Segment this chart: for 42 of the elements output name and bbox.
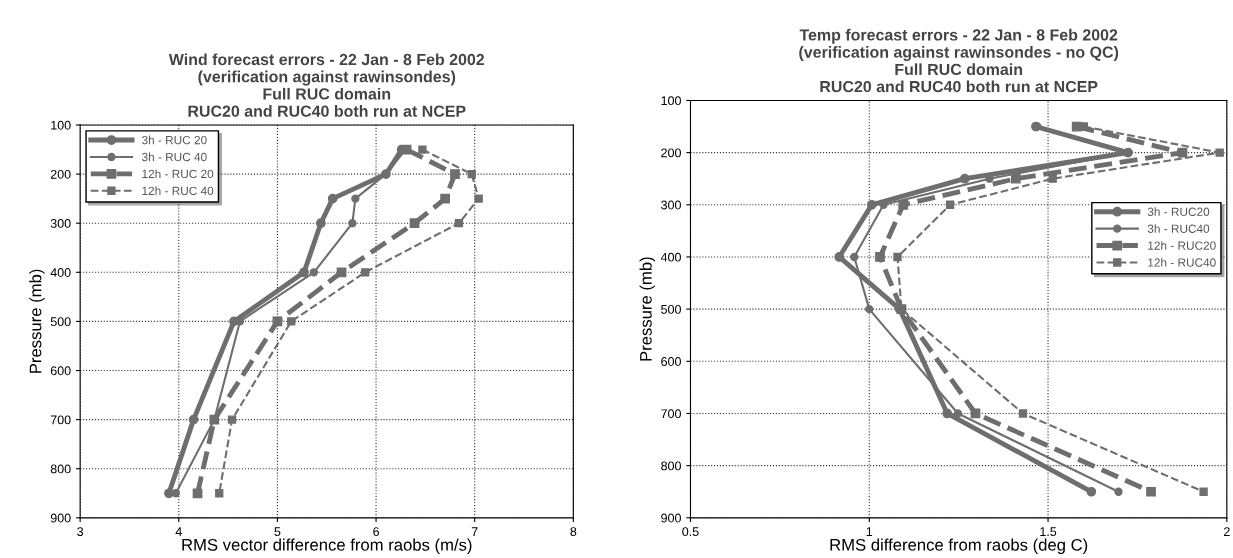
y-tick-label: 500 — [50, 317, 71, 327]
x-tick-label: 0.5 — [682, 527, 699, 537]
legend-label: 12h - RUC40 — [1148, 258, 1216, 267]
y-tick-label: 700 — [661, 409, 681, 419]
y-axis-title: Pressure (mb) — [29, 269, 45, 373]
x-tick-label: 7 — [471, 527, 478, 536]
y-tick-label: 900 — [50, 513, 71, 523]
x-tick-label: 3 — [77, 527, 84, 537]
x-tick-label: 8 — [570, 527, 577, 537]
y-tick-label: 700 — [50, 415, 71, 425]
y-tick-label: 800 — [661, 461, 681, 471]
chart-title: Temp forecast errors - 22 Jan - 8 Feb 2002 (verification against rawinsondes - no QC) Full RUC domain RUC20 and RUC40 both run at NCEP — [799, 28, 1119, 93]
y-tick-label: 400 — [50, 268, 71, 277]
legend-label: 3h - RUC40 — [1147, 224, 1210, 233]
x-tick-label: 1 — [866, 527, 873, 536]
y-tick-label: 600 — [50, 366, 71, 376]
x-tick-label: 4 — [175, 527, 182, 536]
y-tick-label: 100 — [661, 96, 681, 106]
y-tick-label: 300 — [50, 219, 71, 228]
x-tick-label: 5 — [274, 527, 281, 537]
y-axis-title: Pressure (mb) — [639, 257, 656, 361]
legend-label: 3h - RUC 20 — [141, 135, 207, 145]
legend-label: 12h - RUC20 — [1148, 241, 1216, 250]
legend-label: 12h - RUC 40 — [142, 186, 214, 196]
y-tick-label: 600 — [661, 357, 681, 366]
y-tick-label: 900 — [661, 513, 681, 523]
x-tick-label: 6 — [373, 527, 379, 537]
y-tick-label: 400 — [660, 252, 681, 262]
x-tick-label: 1.5 — [1040, 527, 1057, 537]
y-tick-label: 500 — [661, 304, 681, 314]
legend-label: 12h - RUC 20 — [142, 169, 214, 179]
x-axis-title: RMS vector difference from raobs (m/s) — [182, 538, 472, 555]
legend-label: 3h - RUC 40 — [141, 152, 207, 162]
x-tick-label: 2 — [1223, 527, 1230, 536]
chart-title: Wind forecast errors - 22 Jan - 8 Feb 2002 (verification against rawinsondes) Full RUC domain RUC20 and RUC40 both run at NCEP — [168, 53, 485, 117]
y-tick-label: 300 — [661, 200, 681, 210]
y-tick-label: 100 — [51, 120, 71, 130]
y-tick-label: 200 — [50, 169, 71, 179]
legend-label: 3h - RUC20 — [1147, 207, 1210, 216]
y-tick-label: 800 — [50, 464, 71, 474]
x-axis-title: RMS difference from raobs (deg C) — [830, 538, 1088, 555]
y-tick-label: 200 — [661, 148, 681, 158]
